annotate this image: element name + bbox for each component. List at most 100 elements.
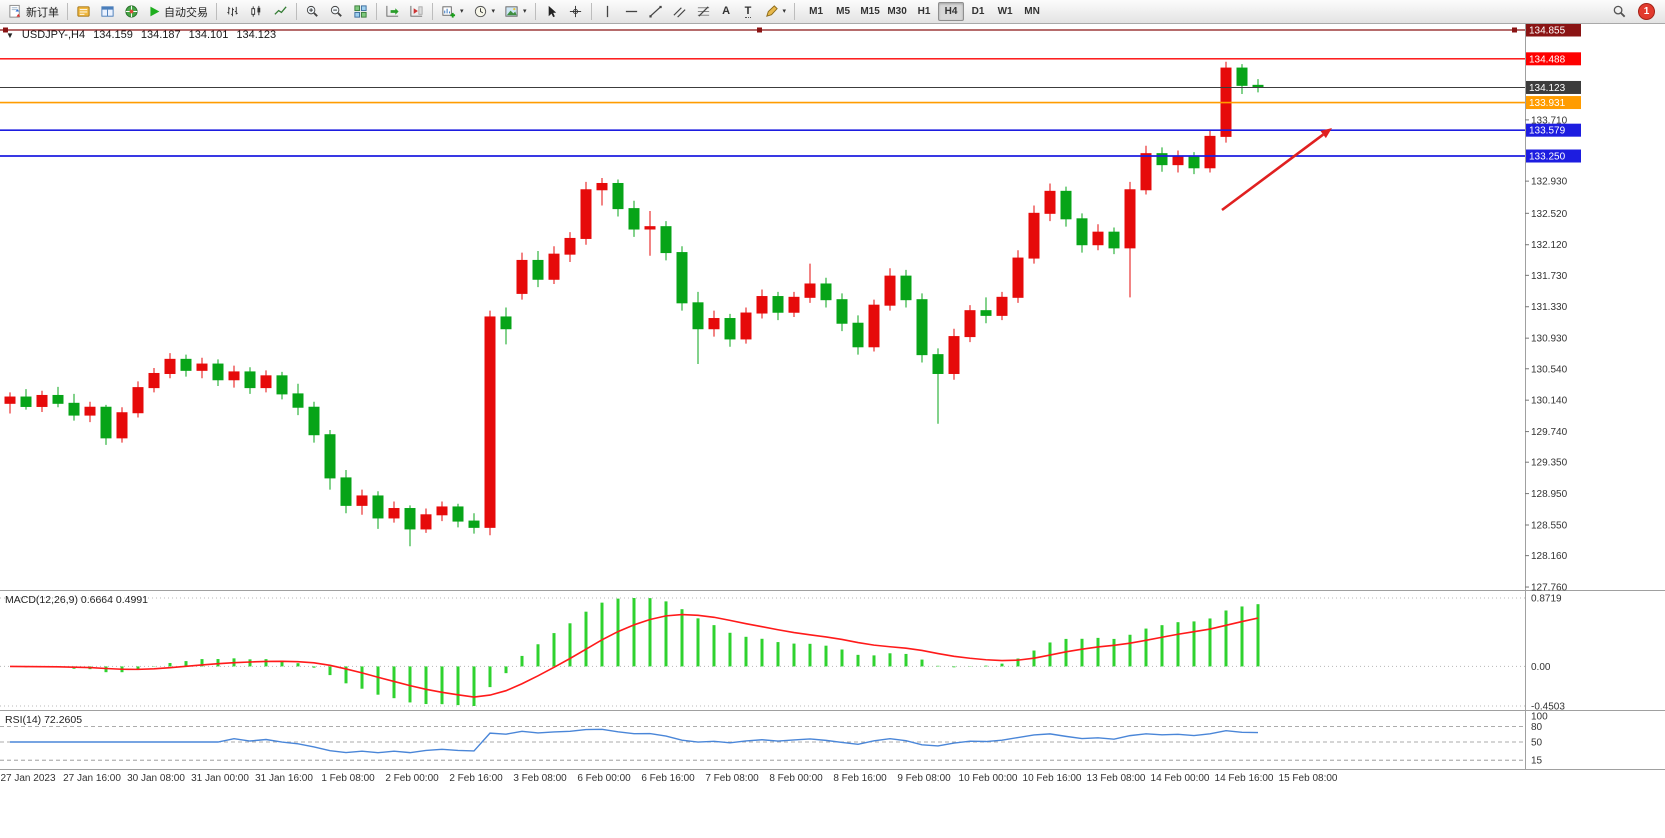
collapse-arrow-icon[interactable]: ▼ xyxy=(6,30,14,40)
candle-body xyxy=(324,434,336,479)
toolbar-separator xyxy=(432,3,433,20)
zoom-in-button[interactable] xyxy=(301,2,324,22)
candle-body xyxy=(132,387,144,414)
price-axis-label: 130.140 xyxy=(1531,396,1568,407)
toolbar-separator xyxy=(534,3,536,20)
autotrading-button[interactable]: 自动交易 xyxy=(144,2,212,22)
bar-chart-icon xyxy=(225,4,240,19)
chart-shift-icon xyxy=(409,4,424,19)
trendline-button[interactable] xyxy=(644,2,667,22)
macd-axis-label: 0.00 xyxy=(1531,662,1551,673)
candle-body xyxy=(1012,257,1024,298)
time-axis[interactable]: 27 Jan 2023 27 Jan 16:00 30 Jan 08:00 31 Ja… xyxy=(0,773,1337,784)
trendline-icon xyxy=(648,4,663,19)
autotrading-play-icon xyxy=(148,5,161,18)
macd-pane: 0.8719 0.00 -0.4503 xyxy=(0,594,1565,713)
candle-body xyxy=(68,402,80,416)
candle-body xyxy=(548,253,560,280)
annotation-arrow[interactable] xyxy=(1221,128,1332,212)
bar-chart-button[interactable] xyxy=(221,2,244,22)
horizontal-line-button[interactable] xyxy=(620,2,643,22)
candle-body xyxy=(756,296,768,314)
period-dropdown-button[interactable]: ▾ xyxy=(469,2,500,22)
time-label: 2 Feb 00:00 xyxy=(385,773,439,784)
candle-body xyxy=(468,520,480,528)
candle-body xyxy=(948,336,960,374)
candle-body xyxy=(196,363,208,371)
price-axis-label: 132.120 xyxy=(1531,240,1568,251)
price-axis-label: 128.550 xyxy=(1531,521,1568,532)
candle-body xyxy=(1028,212,1040,259)
chart-area[interactable]: 0.8719 0.00 -0.4503 100 80 50 15 133.710 132.930… xyxy=(0,24,1665,838)
data-window-button[interactable] xyxy=(96,2,119,22)
auto-scroll-button[interactable] xyxy=(381,2,404,22)
timeframe-mn[interactable]: MN xyxy=(1019,2,1045,21)
time-label: 14 Feb 16:00 xyxy=(1215,773,1274,784)
line-chart-button[interactable] xyxy=(269,2,292,22)
template-dropdown-button[interactable]: ▾ xyxy=(500,2,531,22)
rsi-axis-label: 50 xyxy=(1531,738,1543,749)
cursor-button[interactable] xyxy=(540,2,563,22)
tile-windows-icon xyxy=(353,4,368,19)
price-tag-label: 133.250 xyxy=(1529,152,1566,163)
candle-body xyxy=(644,226,656,230)
text-button[interactable]: A xyxy=(716,2,737,22)
price-axis-label: 133.710 xyxy=(1531,115,1568,126)
timeframe-m1[interactable]: M1 xyxy=(803,2,829,21)
price-axis-label: 132.930 xyxy=(1531,177,1568,188)
macd-signal-line xyxy=(9,613,1259,698)
candle-body xyxy=(420,514,432,530)
time-label: 6 Feb 00:00 xyxy=(577,773,631,784)
timeframe-h4[interactable]: H4 xyxy=(938,2,965,21)
timeframe-h1[interactable]: H1 xyxy=(911,2,937,21)
timeframe-m30[interactable]: M30 xyxy=(884,2,910,21)
candle-body xyxy=(308,406,320,436)
macd-axis-label: 0.8719 xyxy=(1531,594,1562,605)
price-tag xyxy=(1526,52,1581,66)
price-axis[interactable]: 133.710 132.930 132.520 132.120 131.730 131.3… xyxy=(1525,115,1568,594)
candle-body xyxy=(996,296,1008,316)
data-window-icon xyxy=(100,4,115,19)
toolbar-right-cluster: 1 xyxy=(1608,2,1661,22)
market-watch-button[interactable] xyxy=(72,2,95,22)
candle-body xyxy=(740,312,752,340)
price-axis-label: 131.330 xyxy=(1531,302,1568,313)
text-label-button[interactable]: T xyxy=(738,2,759,22)
candle-body xyxy=(340,477,352,506)
candle-body xyxy=(500,316,512,330)
timeframe-m5[interactable]: M5 xyxy=(830,2,856,21)
timeframe-d1[interactable]: D1 xyxy=(965,2,991,21)
time-label: 15 Feb 08:00 xyxy=(1279,773,1338,784)
ohlc-high: 134.187 xyxy=(140,29,181,41)
crosshair-button[interactable] xyxy=(564,2,587,22)
candle-body xyxy=(708,318,720,330)
cursor-icon xyxy=(544,4,559,19)
search-button[interactable] xyxy=(1608,2,1631,22)
shapes-dropdown-button[interactable]: ▾ xyxy=(760,2,791,22)
fibonacci-button[interactable] xyxy=(692,2,715,22)
candle-body xyxy=(1156,153,1168,166)
equidistant-channel-button[interactable] xyxy=(668,2,691,22)
price-axis-label: 130.930 xyxy=(1531,334,1568,345)
price-axis-label: 129.350 xyxy=(1531,458,1568,469)
new-order-button[interactable]: 新订单 xyxy=(4,2,63,22)
navigator-button[interactable] xyxy=(120,2,143,22)
price-axis-label: 132.520 xyxy=(1531,209,1568,220)
price-tag xyxy=(1526,149,1581,163)
rsi-header: RSI(14) 72.2605 xyxy=(5,714,83,726)
vertical-line-button[interactable] xyxy=(596,2,619,22)
notification-badge[interactable]: 1 xyxy=(1638,3,1655,20)
pencil-icon xyxy=(764,4,779,19)
time-label: 27 Jan 2023 xyxy=(0,773,55,784)
chart-shift-button[interactable] xyxy=(405,2,428,22)
timeframe-w1[interactable]: W1 xyxy=(992,2,1018,21)
new-chart-button[interactable]: ▾ xyxy=(437,2,468,22)
candle-body xyxy=(1204,135,1216,169)
zoom-out-button[interactable] xyxy=(325,2,348,22)
timeframe-m15[interactable]: M15 xyxy=(857,2,883,21)
search-icon xyxy=(1612,4,1627,19)
candlestick-chart-button[interactable] xyxy=(245,2,268,22)
candle-body xyxy=(820,283,832,301)
tile-windows-button[interactable] xyxy=(349,2,372,22)
